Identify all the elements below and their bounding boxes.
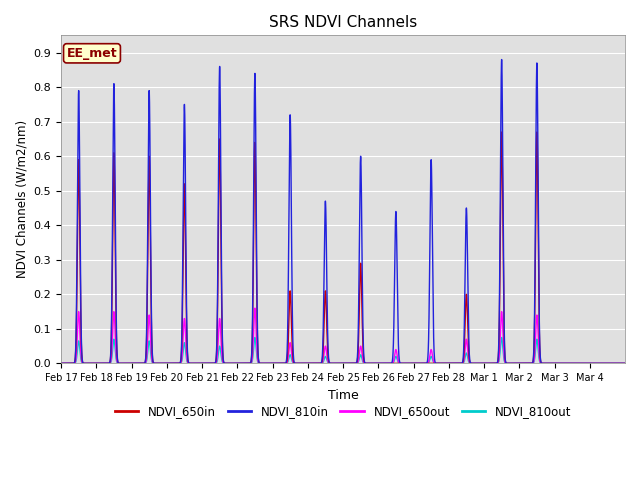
Text: EE_met: EE_met [67, 47, 117, 60]
Y-axis label: NDVI Channels (W/m2/nm): NDVI Channels (W/m2/nm) [15, 120, 28, 278]
Title: SRS NDVI Channels: SRS NDVI Channels [269, 15, 417, 30]
X-axis label: Time: Time [328, 389, 358, 402]
Legend: NDVI_650in, NDVI_810in, NDVI_650out, NDVI_810out: NDVI_650in, NDVI_810in, NDVI_650out, NDV… [110, 401, 576, 423]
